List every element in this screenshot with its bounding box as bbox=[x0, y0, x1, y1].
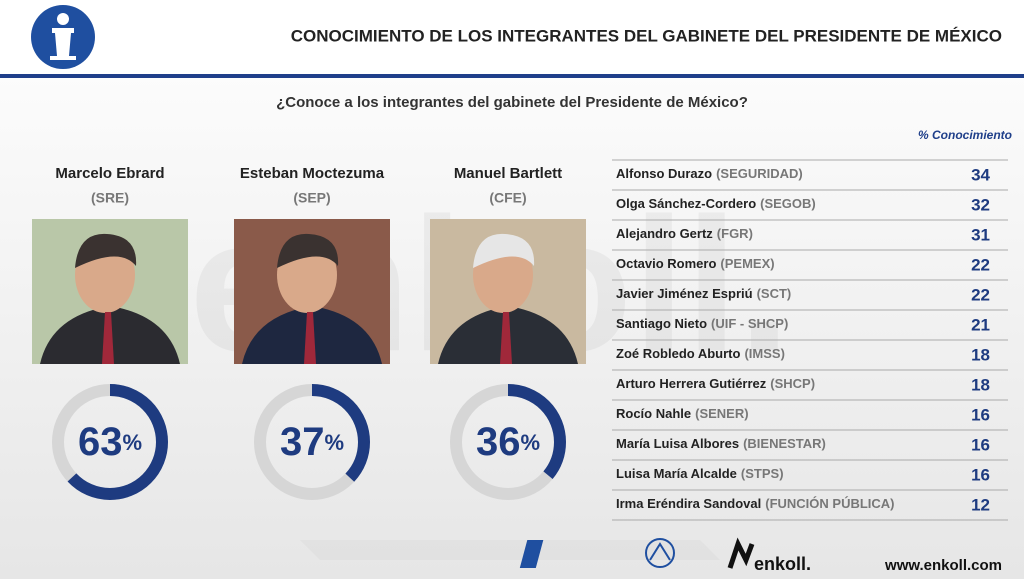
member-agency: (SEGURIDAD) bbox=[716, 166, 803, 181]
row-label: Arturo Herrera Gutiérrez (SHCP) bbox=[616, 376, 815, 391]
member-name: Octavio Romero bbox=[616, 256, 716, 271]
row-label: Octavio Romero (PEMEX) bbox=[616, 256, 775, 271]
member-agency: (UIF - SHCP) bbox=[711, 316, 788, 331]
member-value: 32 bbox=[971, 195, 990, 214]
header-bar bbox=[0, 0, 1024, 74]
member-name: Alejandro Gertz bbox=[616, 226, 713, 241]
member-name: Alfonso Durazo bbox=[616, 166, 712, 181]
member-name: Rocío Nahle bbox=[616, 406, 691, 421]
member-name: María Luisa Albores bbox=[616, 436, 739, 451]
person-name: Manuel Bartlett bbox=[454, 165, 562, 182]
member-value: 31 bbox=[971, 225, 990, 244]
row-label: Rocío Nahle (SENER) bbox=[616, 406, 749, 421]
footer: enkoll. www.enkoll.com bbox=[300, 537, 1002, 574]
person-name: Esteban Moctezuma bbox=[240, 165, 385, 182]
member-value: 12 bbox=[971, 495, 990, 514]
member-agency: (SHCP) bbox=[770, 376, 815, 391]
donut-value: 37 bbox=[280, 420, 325, 464]
member-name: Santiago Nieto bbox=[616, 316, 707, 331]
photo-tie bbox=[102, 312, 114, 364]
donut-unit: % bbox=[520, 430, 540, 455]
member-name: Olga Sánchez-Cordero bbox=[616, 196, 756, 211]
member-value: 16 bbox=[971, 405, 990, 424]
row-label: Alejandro Gertz (FGR) bbox=[616, 226, 753, 241]
website: www.enkoll.com bbox=[884, 557, 1002, 574]
member-value: 21 bbox=[971, 315, 990, 334]
member-value: 22 bbox=[971, 255, 990, 274]
member-agency: (SEGOB) bbox=[760, 196, 816, 211]
table-header: % Conocimiento bbox=[918, 128, 1012, 142]
person-agency: (SRE) bbox=[91, 190, 129, 206]
photo-tie bbox=[304, 312, 316, 364]
donut-label: 37% bbox=[280, 420, 344, 464]
donut-label: 36% bbox=[476, 420, 540, 464]
member-agency: (FUNCIÓN PÚBLICA) bbox=[765, 496, 894, 511]
row-label: Javier Jiménez Espriú (SCT) bbox=[616, 286, 791, 301]
photo-hair bbox=[277, 233, 339, 268]
photo-hair bbox=[473, 233, 535, 268]
photo-tie bbox=[500, 312, 512, 364]
ranking-table: Alfonso Durazo (SEGURIDAD) 34 Olga Sánchez-… bbox=[612, 159, 1008, 521]
question: ¿Conoce a los integrantes del gabinete d… bbox=[276, 94, 748, 111]
member-name: Zoé Robledo Aburto bbox=[616, 346, 741, 361]
donut-arc bbox=[254, 384, 370, 500]
row-label: Alfonso Durazo (SEGURIDAD) bbox=[616, 166, 803, 181]
person-photo bbox=[234, 219, 390, 364]
donut-unit: % bbox=[122, 430, 142, 455]
people: Marcelo Ebrard (SRE) 63% Esteban Moctezuma (… bbox=[32, 165, 586, 500]
person-photo bbox=[430, 219, 586, 364]
row-label: Olga Sánchez-Cordero (SEGOB) bbox=[616, 196, 816, 211]
member-agency: (SENER) bbox=[695, 406, 748, 421]
person-photo bbox=[32, 219, 188, 364]
member-agency: (SCT) bbox=[757, 286, 792, 301]
member-name: Luisa María Alcalde bbox=[616, 466, 737, 481]
member-value: 16 bbox=[971, 465, 990, 484]
member-agency: (IMSS) bbox=[744, 346, 784, 361]
donut-value: 63 bbox=[78, 420, 123, 464]
photo-hair bbox=[75, 233, 137, 268]
row-label: Santiago Nieto (UIF - SHCP) bbox=[616, 316, 788, 331]
donut-value: 36 bbox=[476, 420, 521, 464]
person-agency: (CFE) bbox=[489, 190, 526, 206]
person-name: Marcelo Ebrard bbox=[55, 165, 164, 182]
member-value: 18 bbox=[971, 375, 990, 394]
member-name: Javier Jiménez Espriú bbox=[616, 286, 753, 301]
person-agency: (SEP) bbox=[293, 190, 330, 206]
member-name: Irma Eréndira Sandoval bbox=[616, 496, 761, 511]
donut-label: 63% bbox=[78, 420, 142, 464]
row-label: María Luisa Albores (BIENESTAR) bbox=[616, 436, 826, 451]
row-label: Zoé Robledo Aburto (IMSS) bbox=[616, 346, 785, 361]
row-label: Irma Eréndira Sandoval (FUNCIÓN PÚBLICA) bbox=[616, 496, 895, 511]
header-rule bbox=[0, 74, 1024, 78]
donut-unit: % bbox=[324, 430, 344, 455]
donut-arc bbox=[52, 384, 168, 500]
brand: enkoll. bbox=[754, 554, 811, 574]
member-value: 34 bbox=[971, 165, 990, 184]
member-agency: (FGR) bbox=[717, 226, 753, 241]
member-value: 18 bbox=[971, 345, 990, 364]
member-value: 16 bbox=[971, 435, 990, 454]
row-label: Luisa María Alcalde (STPS) bbox=[616, 466, 784, 481]
member-name: Arturo Herrera Gutiérrez bbox=[616, 376, 767, 391]
member-agency: (STPS) bbox=[741, 466, 784, 481]
member-agency: (PEMEX) bbox=[720, 256, 774, 271]
page-title: CONOCIMIENTO DE LOS INTEGRANTES DEL GABI… bbox=[291, 26, 1002, 45]
donut-arc bbox=[450, 384, 566, 500]
member-agency: (BIENESTAR) bbox=[743, 436, 826, 451]
member-value: 22 bbox=[971, 285, 990, 304]
header-icon bbox=[31, 5, 95, 69]
